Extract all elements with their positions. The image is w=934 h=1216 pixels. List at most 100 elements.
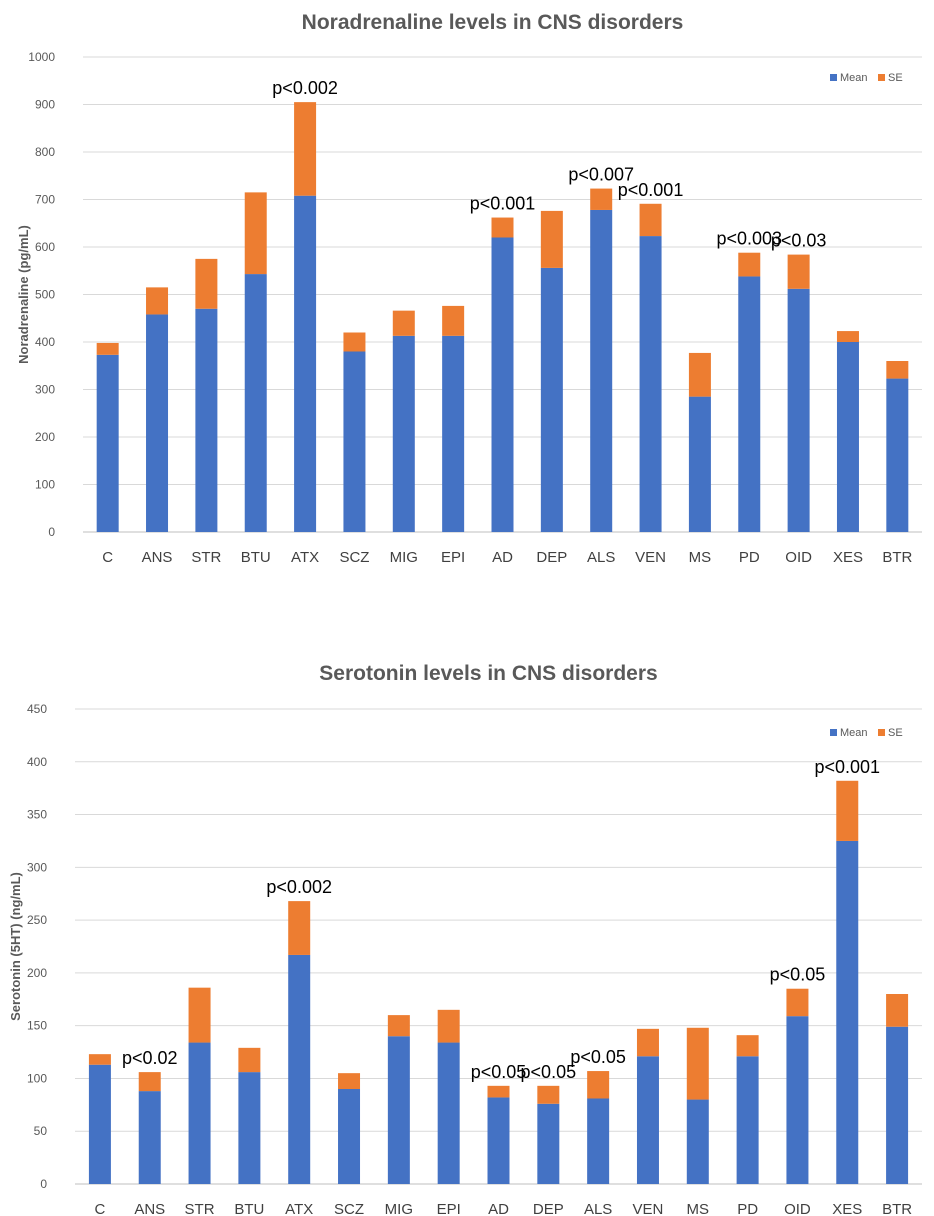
serotonin-bar-mean-xes [836,840,859,1184]
serotonin-bar-se-ad [487,1085,510,1098]
serotonin-y-tick-label: 250 [27,913,47,927]
noradrenaline-bar-mean-mig [392,335,415,532]
serotonin-x-tick-label: MIG [385,1201,413,1216]
serotonin-bar-se-ans [138,1072,161,1092]
noradrenaline-bar-se-atx [294,102,317,196]
noradrenaline-x-tick-label: EPI [441,549,465,566]
noradrenaline-bar-se-btu [244,192,267,275]
serotonin-y-tick-label: 150 [27,1019,47,1033]
serotonin-x-tick-label: BTR [882,1201,912,1216]
noradrenaline-bar-se-ms [688,352,711,397]
noradrenaline-y-tick-label: 600 [35,240,55,254]
noradrenaline-bar-mean-pd [738,276,761,532]
noradrenaline-legend-swatch-mean [830,74,837,81]
noradrenaline-x-tick-label: ANS [142,549,173,566]
serotonin-bar-se-dep [537,1085,560,1104]
serotonin-bar-mean-epi [437,1042,460,1184]
serotonin-bar-mean-c [88,1064,111,1184]
noradrenaline-bar-mean-ans [146,314,169,532]
noradrenaline-bar-se-als [590,188,613,210]
serotonin-significance-label: p<0.05 [521,1062,577,1082]
noradrenaline-bar-se-ad [491,217,514,238]
noradrenaline-significance-label: p<0.001 [618,180,684,200]
noradrenaline-x-tick-label: DEP [536,549,567,566]
noradrenaline-bar-se-dep [540,210,563,268]
noradrenaline-bar-se-scz [343,332,366,352]
serotonin-legend-swatch-mean [830,729,837,736]
serotonin-bar-mean-str [188,1042,211,1184]
noradrenaline-y-tick-label: 100 [35,478,55,492]
serotonin-x-tick-label: ALS [584,1201,612,1216]
serotonin-bar-se-mig [387,1015,410,1037]
noradrenaline-y-tick-label: 800 [35,145,55,159]
serotonin-x-tick-label: C [94,1201,105,1216]
noradrenaline-bar-mean-c [96,354,119,532]
serotonin-bar-mean-btu [238,1072,261,1184]
serotonin-bar-se-btu [238,1047,261,1073]
noradrenaline-y-tick-label: 900 [35,98,55,112]
noradrenaline-x-tick-label: BTR [882,549,912,566]
serotonin-significance-label: p<0.05 [570,1047,626,1067]
noradrenaline-x-tick-label: STR [191,549,221,566]
noradrenaline-chart-svg: Noradrenaline levels in CNS disorders 0 10… [16,11,922,566]
noradrenaline-x-tick-label: ATX [291,549,319,566]
serotonin-x-tick-label: BTU [234,1201,264,1216]
serotonin-x-tick-label: XES [832,1201,862,1216]
noradrenaline-y-tick-label: 400 [35,335,55,349]
serotonin-significance-label: p<0.05 [471,1062,527,1082]
noradrenaline-bar-mean-xes [836,342,859,532]
noradrenaline-y-tick-label: 1000 [28,50,55,64]
noradrenaline-bar-mean-epi [442,335,465,532]
serotonin-x-tick-label: VEN [633,1201,664,1216]
noradrenaline-bar-mean-oid [787,288,810,532]
serotonin-chart: Serotonin levels in CNS disorders 0 50 100 1… [0,640,934,1216]
noradrenaline-legend-swatch-se [878,74,885,81]
noradrenaline-x-tick-label: MIG [390,549,418,566]
noradrenaline-bar-se-pd [738,252,761,277]
serotonin-bar-mean-scz [338,1089,361,1184]
noradrenaline-legend-label-se: SE [888,72,903,84]
noradrenaline-x-tick-label: VEN [635,549,666,566]
serotonin-bar-se-atx [288,901,311,955]
serotonin-y-tick-label: 350 [27,808,47,822]
noradrenaline-bar-mean-ven [639,236,662,532]
serotonin-bar-se-xes [836,780,859,841]
noradrenaline-x-tick-label: MS [689,549,712,566]
serotonin-significance-label: p<0.001 [814,757,880,777]
noradrenaline-legend-label-mean: Mean [840,72,868,84]
serotonin-significance-label: p<0.05 [770,965,826,985]
noradrenaline-x-tick-label: ALS [587,549,615,566]
noradrenaline-significance-label: p<0.03 [771,231,827,251]
noradrenaline-bar-se-epi [442,305,465,336]
serotonin-bar-mean-pd [736,1056,759,1184]
serotonin-chart-svg: Serotonin levels in CNS disorders 0 50 100 1… [8,662,922,1216]
serotonin-bar-mean-btr [886,1026,909,1184]
noradrenaline-bar-mean-btu [244,274,267,532]
serotonin-significance-label: p<0.02 [122,1048,178,1068]
noradrenaline-bar-se-btr [886,361,909,379]
noradrenaline-bar-mean-dep [540,267,563,532]
serotonin-bar-se-ven [636,1028,659,1057]
serotonin-x-tick-label: ANS [134,1201,165,1216]
noradrenaline-bar-se-oid [787,254,810,289]
serotonin-bar-se-btr [886,994,909,1027]
noradrenaline-x-tick-label: SCZ [339,549,369,566]
noradrenaline-y-axis-label: Noradrenaline (pg/mL) [16,225,31,364]
serotonin-bar-mean-mig [387,1036,410,1184]
serotonin-y-tick-label: 400 [27,755,47,769]
noradrenaline-bar-se-ven [639,203,662,237]
noradrenaline-x-tick-label: C [102,549,113,566]
noradrenaline-chart: Noradrenaline levels in CNS disorders 0 10… [0,0,934,590]
noradrenaline-significance-label: p<0.002 [272,78,338,98]
noradrenaline-bar-se-c [96,342,119,355]
serotonin-legend-label-se: SE [888,727,903,739]
noradrenaline-x-tick-label: BTU [241,549,271,566]
noradrenaline-bar-se-ans [146,287,169,315]
serotonin-x-tick-label: OID [784,1201,811,1216]
noradrenaline-bar-se-xes [836,331,859,342]
noradrenaline-bar-mean-scz [343,351,366,532]
noradrenaline-bar-mean-str [195,308,218,532]
noradrenaline-bar-mean-ms [688,396,711,532]
noradrenaline-significance-label: p<0.007 [568,165,634,185]
noradrenaline-title: Noradrenaline levels in CNS disorders [302,11,684,34]
